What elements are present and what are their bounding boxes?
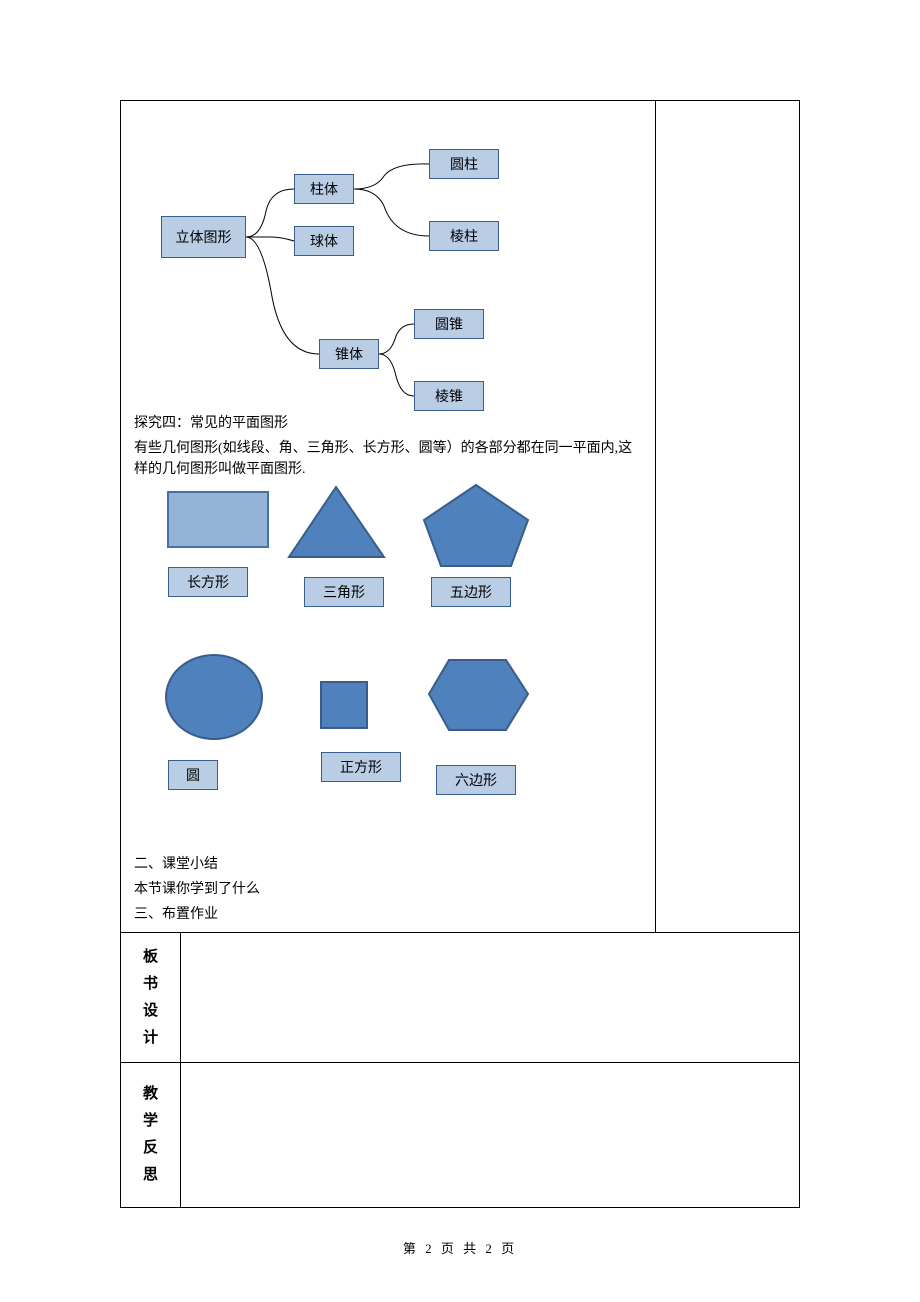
teaching-reflection-content <box>181 1063 799 1207</box>
node-root: 立体图形 <box>161 216 246 258</box>
shape-pentagon <box>424 485 528 566</box>
node-lengzhu: 棱柱 <box>429 221 499 251</box>
node-zhuiti: 锥体 <box>319 339 379 369</box>
content-cell: 立体图形 柱体 球体 锥体 圆柱 棱柱 <box>121 101 656 932</box>
teaching-reflection-label: 教学反思 <box>121 1063 181 1207</box>
shape-circle <box>166 655 262 739</box>
shape-square <box>321 682 367 728</box>
node-yuanzhui: 圆锥 <box>414 309 484 339</box>
homework-title: 三、布置作业 <box>126 902 650 927</box>
section4-title: 探究四：常见的平面图形 <box>126 411 650 436</box>
node-qiuti-label: 球体 <box>310 231 338 251</box>
label-rectangle: 长方形 <box>168 567 248 597</box>
label-square: 正方形 <box>321 752 401 782</box>
hierarchy-diagram: 立体图形 柱体 球体 锥体 圆柱 棱柱 <box>126 111 650 411</box>
right-empty-cell <box>656 101 799 932</box>
teaching-reflection-row: 教学反思 <box>121 1062 799 1207</box>
label-hexagon: 六边形 <box>436 765 516 795</box>
shapes-area: 长方形 三角形 五边形 圆 正方形 六边形 <box>126 482 650 852</box>
top-row: 立体图形 柱体 球体 锥体 圆柱 棱柱 <box>121 101 799 932</box>
label-rectangle-text: 长方形 <box>187 572 229 592</box>
label-hexagon-text: 六边形 <box>455 770 497 790</box>
label-square-text: 正方形 <box>340 757 382 777</box>
node-yuanzhu: 圆柱 <box>429 149 499 179</box>
label-triangle: 三角形 <box>304 577 384 607</box>
node-zhuti-label: 柱体 <box>310 179 338 199</box>
node-qiuti: 球体 <box>294 226 354 256</box>
summary-body: 本节课你学到了什么 <box>126 877 650 902</box>
node-yuanzhu-label: 圆柱 <box>450 154 478 174</box>
label-pentagon-text: 五边形 <box>450 582 492 602</box>
board-design-row: 板书设计 <box>121 932 799 1062</box>
hierarchy-connectors <box>126 111 656 411</box>
board-design-content <box>181 933 799 1062</box>
page-footer: 第 2 页 共 2 页 <box>120 1238 800 1257</box>
shape-triangle <box>289 487 384 557</box>
main-table: 立体图形 柱体 球体 锥体 圆柱 棱柱 <box>120 100 800 1208</box>
board-design-label: 板书设计 <box>121 933 181 1062</box>
shapes-svg <box>126 482 656 852</box>
label-circle-text: 圆 <box>186 765 200 785</box>
shape-hexagon <box>429 660 528 730</box>
node-root-label: 立体图形 <box>176 227 232 247</box>
node-zhuiti-label: 锥体 <box>335 344 363 364</box>
summary-title: 二、课堂小结 <box>126 852 650 877</box>
label-triangle-text: 三角形 <box>323 582 365 602</box>
section4-body: 有些几何图形(如线段、角、三角形、长方形、圆等）的各部分都在同一平面内,这样的几… <box>126 436 650 482</box>
node-lengzhu-label: 棱柱 <box>450 226 478 246</box>
node-zhuti: 柱体 <box>294 174 354 204</box>
node-lengzhui-label: 棱锥 <box>435 386 463 406</box>
node-yuanzhui-label: 圆锥 <box>435 314 463 334</box>
label-circle: 圆 <box>168 760 218 790</box>
page: 立体图形 柱体 球体 锥体 圆柱 棱柱 <box>0 0 920 1297</box>
node-lengzhui: 棱锥 <box>414 381 484 411</box>
label-pentagon: 五边形 <box>431 577 511 607</box>
shape-rectangle <box>168 492 268 547</box>
